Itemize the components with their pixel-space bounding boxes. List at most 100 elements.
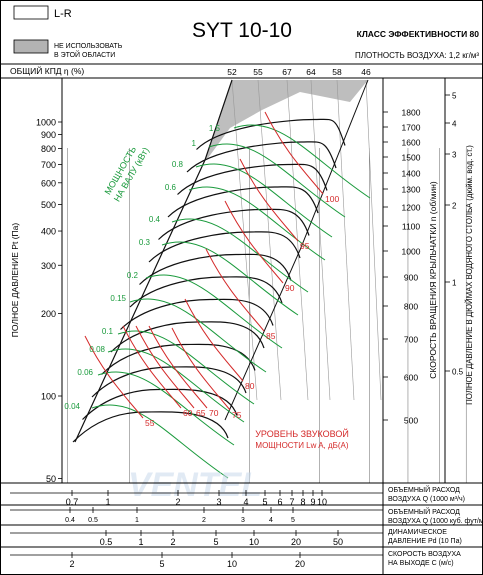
efficiency-value-52: 52: [227, 67, 237, 77]
speed-curve-500: [72, 411, 229, 443]
speed-tick-label-500: 500: [404, 416, 418, 426]
sound-line-100: [264, 111, 324, 195]
left-tick-label-50: 50: [46, 474, 56, 484]
inch-tick-label-4: 4: [452, 120, 457, 129]
speed-tick-label-600: 600: [404, 373, 418, 383]
scale-tick-label: 0.5: [88, 517, 98, 524]
power-value-1.5: 1.5: [209, 124, 221, 133]
power-line-0.06: [97, 371, 235, 446]
legend-swatch-forbidden: [13, 39, 49, 54]
forbidden-zone: [205, 80, 368, 160]
scale-label-1: ДИНАМИЧЕСКОЕ: [388, 529, 447, 536]
power-value-0.4: 0.4: [149, 215, 161, 224]
sound-label-1: УРОВЕНЬ ЗВУКОВОЙ: [255, 428, 349, 439]
sound-value-85: 85: [266, 331, 276, 341]
inch-tick-label-3: 3: [452, 151, 457, 160]
efficiency-value-46: 46: [361, 67, 371, 77]
speed-tick-label-1300: 1300: [402, 185, 421, 195]
power-value-0.2: 0.2: [127, 271, 139, 280]
legend-swatch-lr: [13, 5, 49, 20]
sound-label-2: МОЩНОСТИ Lw A, дБ(А): [255, 441, 348, 450]
scale-tick-label: 10: [227, 559, 237, 569]
left-tick-label-100: 100: [41, 392, 56, 402]
efficiency-line: [365, 79, 382, 401]
inch-tick-label-1: 1: [452, 279, 457, 288]
forbidden-area: [205, 80, 368, 160]
sound-value-70: 70: [209, 408, 219, 418]
left-tick-label-800: 800: [41, 144, 56, 154]
scale-tick-label: 3: [216, 497, 221, 507]
inch-tick-label-5: 5: [452, 92, 457, 101]
left-tick-label-700: 700: [41, 160, 56, 170]
scale-tick-label: 5: [262, 497, 267, 507]
left-tick-label-900: 900: [41, 130, 56, 140]
speed-curve-800: [101, 343, 256, 375]
efficiency-line: [310, 79, 331, 401]
scale-tick-label: 0.5: [100, 537, 113, 547]
power-line-0.08: [107, 348, 245, 423]
speed-tick-label-900: 900: [404, 273, 418, 283]
efficiency-value-55: 55: [253, 67, 263, 77]
speed-tick-label-1200: 1200: [402, 203, 421, 213]
speed-tick-label-1000: 1000: [402, 247, 421, 257]
scale-tick-label: 0.4: [65, 517, 75, 524]
scale-tick-label: 10: [249, 537, 259, 547]
scale-tick-label: 7: [289, 497, 294, 507]
speed-tick-label-800: 800: [404, 302, 418, 312]
efficiency-value-64: 64: [306, 67, 316, 77]
inch-axis-label: ПОЛНОЕ ДАВЛЕНИЕ В ДЮЙМАХ ВОДЯНОГО СТОЛБА…: [465, 145, 474, 405]
power-value-0.06: 0.06: [77, 368, 93, 377]
scale-tick-label: 8: [300, 497, 305, 507]
power-value-0.15: 0.15: [110, 294, 126, 303]
scale-tick-label: 2: [69, 559, 74, 569]
inch-tick-label-2: 2: [452, 202, 457, 211]
watermark: VENTEL: [128, 466, 262, 504]
speed-curve-1100: [129, 276, 283, 308]
speed-tick-label-1800: 1800: [402, 108, 421, 118]
sound-value-60: 60: [183, 408, 193, 418]
sound-value-90: 90: [285, 283, 295, 293]
chart-title: SYT 10-10: [192, 19, 292, 42]
left-tick-label-600: 600: [41, 178, 56, 188]
sound-value-100: 100: [325, 194, 339, 204]
scale-tick-label: 4: [243, 497, 248, 507]
sound-line-85: [205, 248, 265, 332]
speed-curve-1000: [120, 298, 274, 330]
power-line-0.3: [161, 241, 299, 316]
left-tick-label-500: 500: [41, 200, 56, 210]
power-line-0.4: [171, 218, 309, 293]
efficiency-line: [231, 79, 258, 401]
scale-tick-label: 5: [213, 537, 218, 547]
left-boundary: [74, 79, 233, 443]
sound-line-95: [239, 158, 299, 242]
efficiency-value-67: 67: [282, 67, 292, 77]
scale-tick-label: 5: [159, 559, 164, 569]
power-line-0.15: [129, 298, 267, 373]
efficiency-line: [257, 79, 282, 401]
sound-value-80: 80: [245, 381, 255, 391]
efficiency-axis-label: ОБЩИЙ КПД η (%): [10, 65, 84, 76]
sound-value-75: 75: [232, 410, 242, 420]
speed-tick-label-1100: 1100: [402, 222, 421, 232]
scale-tick-label: 10: [317, 497, 327, 507]
scale-tick-label: 2: [202, 517, 206, 524]
legend-label-forbidden: НЕ ИСПОЛЬЗОВАТЬ: [54, 43, 123, 50]
scale-label-1: ОБЪЕМНЫЙ РАСХОД: [388, 507, 460, 516]
sound-line-80: [184, 298, 244, 382]
speed-curve-1400: [158, 208, 310, 240]
inch-tick-label-0.5: 0.5: [452, 368, 464, 377]
sound-line-65: [135, 325, 195, 409]
left-tick-label-400: 400: [41, 227, 56, 237]
scale-label-1: СКОРОСТЬ ВОЗДУХА: [388, 551, 461, 558]
speed-curve-1800: [196, 118, 346, 150]
scale-tick-label: 9: [310, 497, 315, 507]
sound-line-90: [224, 200, 284, 284]
speed-tick-label-700: 700: [404, 335, 418, 345]
left-axis-label: ПОЛНОЕ ДАВЛЕНИЕ Pt (Па): [10, 223, 20, 338]
legend-label-forbidden-2: В ЭТОЙ ОБЛАСТИ: [54, 50, 115, 59]
speed-tick-label-1700: 1700: [402, 123, 421, 133]
power-line-0.8: [195, 163, 333, 238]
left-tick-label-300: 300: [41, 261, 56, 271]
speed-curve-1300: [148, 231, 301, 263]
